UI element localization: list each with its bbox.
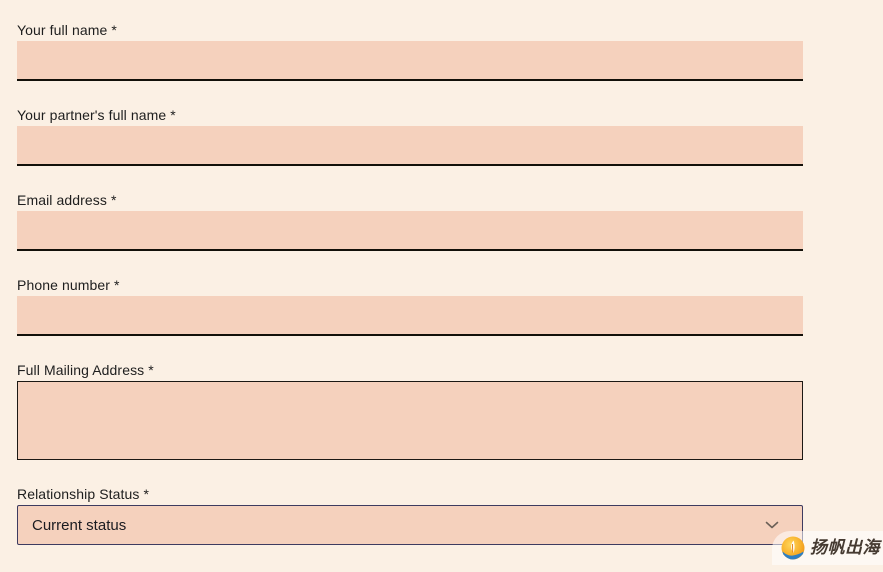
field-your-full-name: Your full name * [17, 23, 803, 81]
relationship-status-selected-value: Current status [32, 516, 127, 534]
your-full-name-label: Your full name * [17, 22, 117, 38]
watermark-text: 扬帆出海 [810, 538, 880, 557]
field-partner-full-name: Your partner's full name * [17, 108, 803, 166]
relationship-status-label: Relationship Status * [17, 486, 150, 502]
watermark-logo: 扬帆出海 [772, 531, 883, 565]
field-mailing-address: Full Mailing Address * [17, 363, 803, 460]
yangfan-chuhai-logo-icon [781, 536, 805, 560]
field-phone-number: Phone number * [17, 278, 803, 336]
partner-full-name-input[interactable] [17, 126, 803, 166]
contact-form: Your full name * Your partner's full nam… [17, 23, 803, 572]
mailing-address-label: Full Mailing Address * [17, 362, 154, 378]
email-address-input[interactable] [17, 211, 803, 251]
relationship-status-select[interactable]: Current status [17, 505, 803, 545]
chevron-down-icon [765, 521, 779, 529]
field-relationship-status: Relationship Status * Current status [17, 487, 803, 545]
partner-full-name-label: Your partner's full name * [17, 107, 176, 123]
phone-number-label: Phone number * [17, 277, 120, 293]
phone-number-input[interactable] [17, 296, 803, 336]
field-email-address: Email address * [17, 193, 803, 251]
your-full-name-input[interactable] [17, 41, 803, 81]
mailing-address-textarea[interactable] [17, 381, 803, 460]
email-address-label: Email address * [17, 192, 117, 208]
